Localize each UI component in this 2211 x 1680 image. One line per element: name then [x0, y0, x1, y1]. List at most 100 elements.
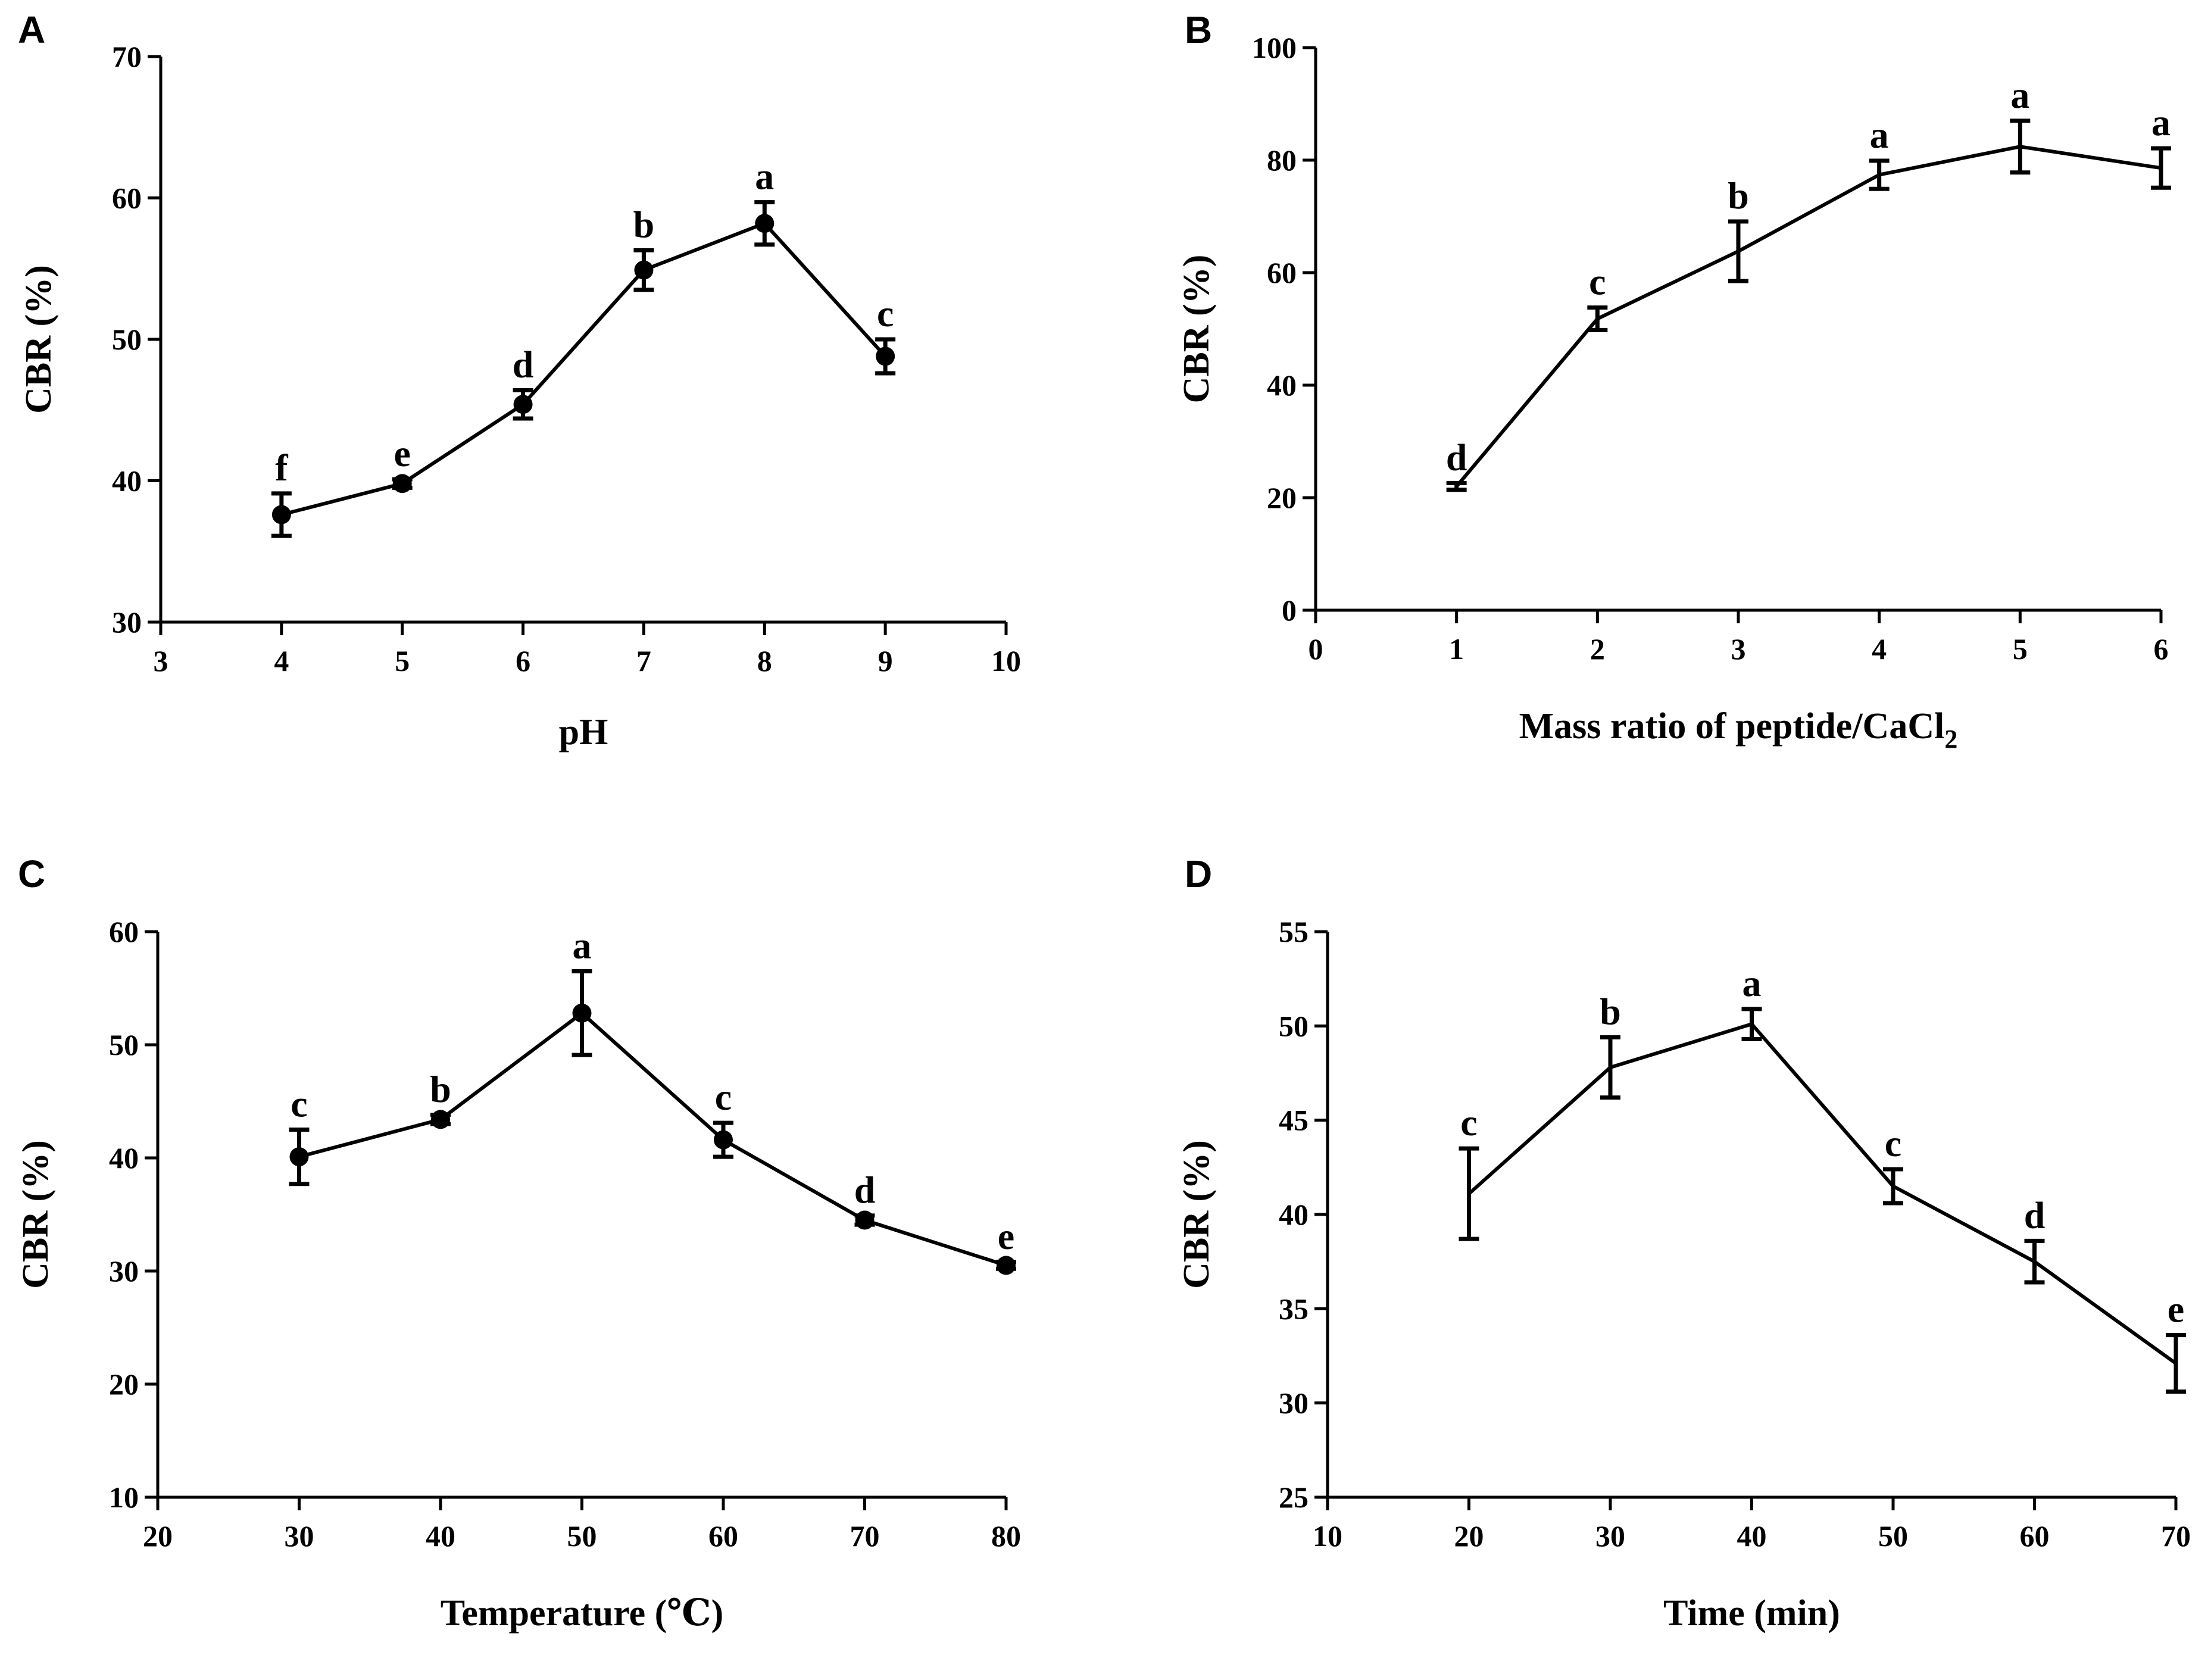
y-tick-label: 30: [109, 1254, 139, 1288]
error-bar: [1741, 1007, 1762, 1041]
y-tick-label: 10: [109, 1481, 139, 1514]
x-tick-label: 2: [1590, 632, 1605, 666]
y-tick-label: 55: [1279, 915, 1309, 948]
y-tick-label: 30: [1279, 1387, 1309, 1420]
error-bar: [1446, 480, 1467, 492]
error-bar: [2151, 146, 2171, 190]
x-tick-label: 40: [426, 1519, 455, 1553]
error-bar: [1600, 1035, 1620, 1100]
x-tick-label: 7: [636, 644, 651, 677]
data-point: [289, 1147, 309, 1167]
panel-letter-b: B: [1185, 8, 1212, 51]
y-axis-title: CBR (%): [18, 265, 59, 414]
data-point: [634, 260, 654, 280]
data-point: [572, 1003, 592, 1023]
significance-label: d: [854, 1169, 876, 1211]
y-tick-label: 50: [112, 323, 142, 356]
data-point: [513, 395, 533, 414]
y-tick-label: 20: [1267, 481, 1297, 514]
significance-label: d: [1446, 436, 1467, 478]
significance-label: c: [1885, 1122, 1901, 1164]
panel-letter-a: A: [18, 8, 45, 51]
x-tick-label: 20: [143, 1519, 173, 1553]
y-tick-label: 70: [112, 40, 142, 73]
x-tick-label: 60: [2020, 1519, 2050, 1553]
error-bar: [1587, 305, 1608, 332]
x-tick-label: 9: [878, 644, 893, 677]
x-tick-label: 50: [1878, 1519, 1908, 1553]
significance-label: c: [715, 1076, 732, 1118]
significance-label: c: [1589, 261, 1606, 303]
data-point: [855, 1210, 875, 1230]
series-line: [1467, 1022, 2177, 1365]
data-point: [755, 214, 775, 233]
x-tick-label: 30: [1595, 1519, 1625, 1553]
significance-label: b: [1600, 990, 1621, 1032]
data-point: [997, 1256, 1016, 1275]
y-tick-label: 25: [1279, 1481, 1309, 1514]
significance-label: a: [1742, 962, 1762, 1004]
x-axis-title: pH: [559, 712, 608, 752]
y-axis-title: CBR (%): [15, 1140, 56, 1289]
x-axis-title: Temperature (℃): [441, 1593, 723, 1634]
error-bar: [1728, 219, 1748, 283]
series-line: [1455, 145, 2162, 488]
y-tick-label: 30: [112, 605, 142, 639]
significance-label: a: [573, 925, 592, 967]
y-tick-label: 50: [1279, 1009, 1309, 1042]
x-axis-title: Time (min): [1663, 1593, 1840, 1634]
significance-label: b: [1728, 174, 1749, 217]
significance-label: c: [1460, 1101, 1477, 1144]
x-tick-label: 10: [1313, 1519, 1342, 1553]
significance-label: a: [2010, 74, 2029, 116]
x-axis-title-subscript: 2: [1944, 725, 1957, 754]
chart-panel-a: A 30 40 50 60 70 3 4 5 6 7 8 9 10 pH CBR (%) f e d b a c: [18, 8, 1021, 752]
y-tick-label: 40: [112, 464, 142, 498]
x-tick-label: 70: [850, 1519, 880, 1553]
significance-label: c: [877, 292, 894, 335]
y-tick-label: 35: [1279, 1292, 1309, 1325]
y-tick-label: 60: [112, 182, 142, 215]
error-bar: [2024, 1238, 2045, 1285]
x-tick-label: 5: [395, 644, 410, 677]
error-bar: [1883, 1167, 1903, 1206]
x-tick-label: 0: [1309, 632, 1323, 666]
significance-label: e: [998, 1215, 1014, 1257]
x-tick-label: 20: [1454, 1519, 1484, 1553]
x-tick-label: 30: [285, 1519, 314, 1553]
data-point: [392, 474, 412, 494]
x-tick-label: 1: [1449, 632, 1464, 666]
y-axis-title: CBR (%): [1176, 1140, 1217, 1289]
significance-label: b: [633, 203, 655, 245]
data-point: [271, 505, 291, 524]
y-tick-label: 60: [109, 915, 139, 948]
panel-letter-c: C: [18, 853, 45, 895]
data-point: [431, 1110, 450, 1129]
y-tick-label: 100: [1252, 31, 1297, 64]
x-tick-label: 6: [516, 644, 530, 677]
y-tick-label: 50: [109, 1028, 139, 1061]
x-tick-label: 70: [2161, 1519, 2191, 1553]
x-tick-label: 3: [154, 644, 168, 677]
error-bar: [1869, 158, 1890, 191]
significance-label: c: [291, 1083, 307, 1125]
significance-label: f: [275, 446, 288, 489]
x-tick-label: 4: [274, 644, 289, 677]
significance-label: d: [513, 344, 534, 386]
y-tick-label: 0: [1282, 594, 1297, 627]
y-tick-label: 40: [1267, 369, 1297, 402]
x-tick-label: 10: [991, 644, 1021, 677]
y-tick-label: 40: [1279, 1198, 1309, 1231]
error-bar: [2010, 118, 2031, 175]
chart-panel-b: B 0 20 40 60 80 100 0 1 2 3 4 5 6 Mass ratio of peptid…: [1176, 8, 2171, 754]
significance-label: d: [2024, 1194, 2046, 1236]
significance-label: b: [430, 1068, 451, 1110]
x-tick-label: 60: [708, 1519, 738, 1553]
x-tick-label: 40: [1737, 1519, 1767, 1553]
y-tick-label: 45: [1279, 1104, 1309, 1137]
panel-letter-d: D: [1185, 853, 1212, 895]
y-axis-title: CBR (%): [1176, 255, 1217, 404]
significance-label: a: [2151, 101, 2171, 143]
